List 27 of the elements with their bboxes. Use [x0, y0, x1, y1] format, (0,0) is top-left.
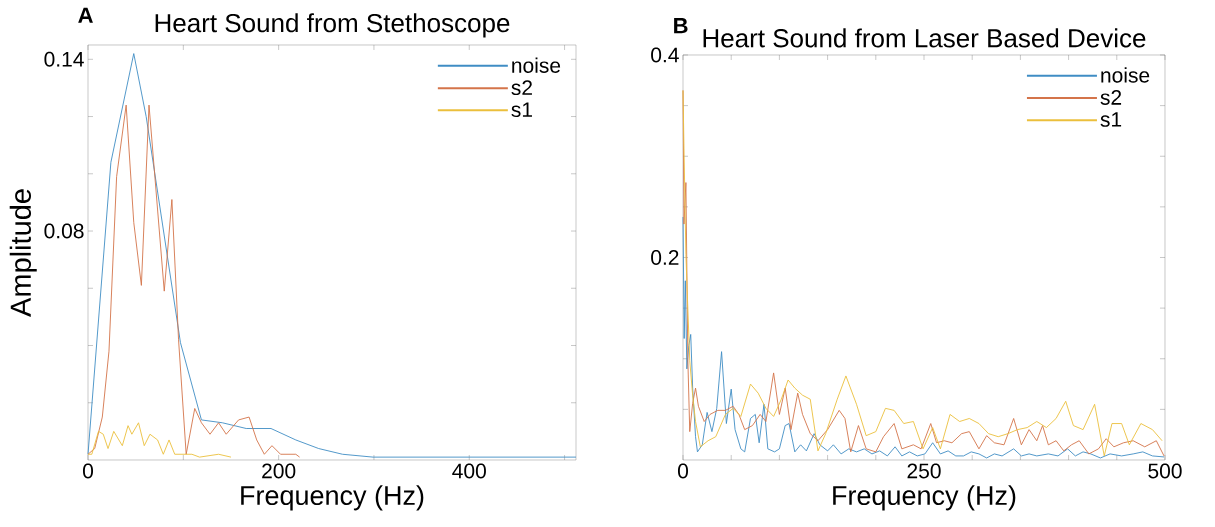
- legend-label: s1: [1100, 112, 1122, 127]
- legend-label: noise: [512, 57, 561, 73]
- x-axis-title: Frequency (Hz): [241, 485, 424, 511]
- legend-label: s2: [511, 80, 532, 96]
- x-axis-title: Frequency (Hz): [833, 485, 1016, 511]
- line-series: [87, 104, 301, 458]
- line-series: [87, 422, 232, 458]
- y-tick-label: 0.14: [44, 51, 84, 67]
- y-tick-label: 0.4: [651, 47, 679, 63]
- legend-label: s2: [1100, 90, 1122, 105]
- legend-label: noise: [1101, 67, 1150, 83]
- chart-title: Heart Sound from Laser Based Device: [703, 28, 1146, 48]
- y-axis-title: Amplitude: [9, 189, 37, 317]
- x-tick-label: 0: [82, 463, 94, 479]
- line-series: [682, 216, 1165, 459]
- text: A: [78, 7, 93, 23]
- y-tick-label: 0.2: [651, 250, 679, 265]
- x-tick-label: 500: [1148, 463, 1182, 479]
- x-tick-label: 400: [452, 463, 486, 479]
- legend-label: s1: [511, 102, 532, 118]
- text: B: [674, 18, 688, 34]
- chart-title: Heart Sound from Stethoscope: [155, 13, 510, 38]
- x-tick-label: 250: [907, 463, 941, 479]
- x-tick-label: 0: [677, 463, 689, 479]
- x-tick-label: 200: [262, 463, 296, 479]
- y-tick-label: 0.08: [44, 223, 84, 239]
- line-series: [87, 53, 577, 458]
